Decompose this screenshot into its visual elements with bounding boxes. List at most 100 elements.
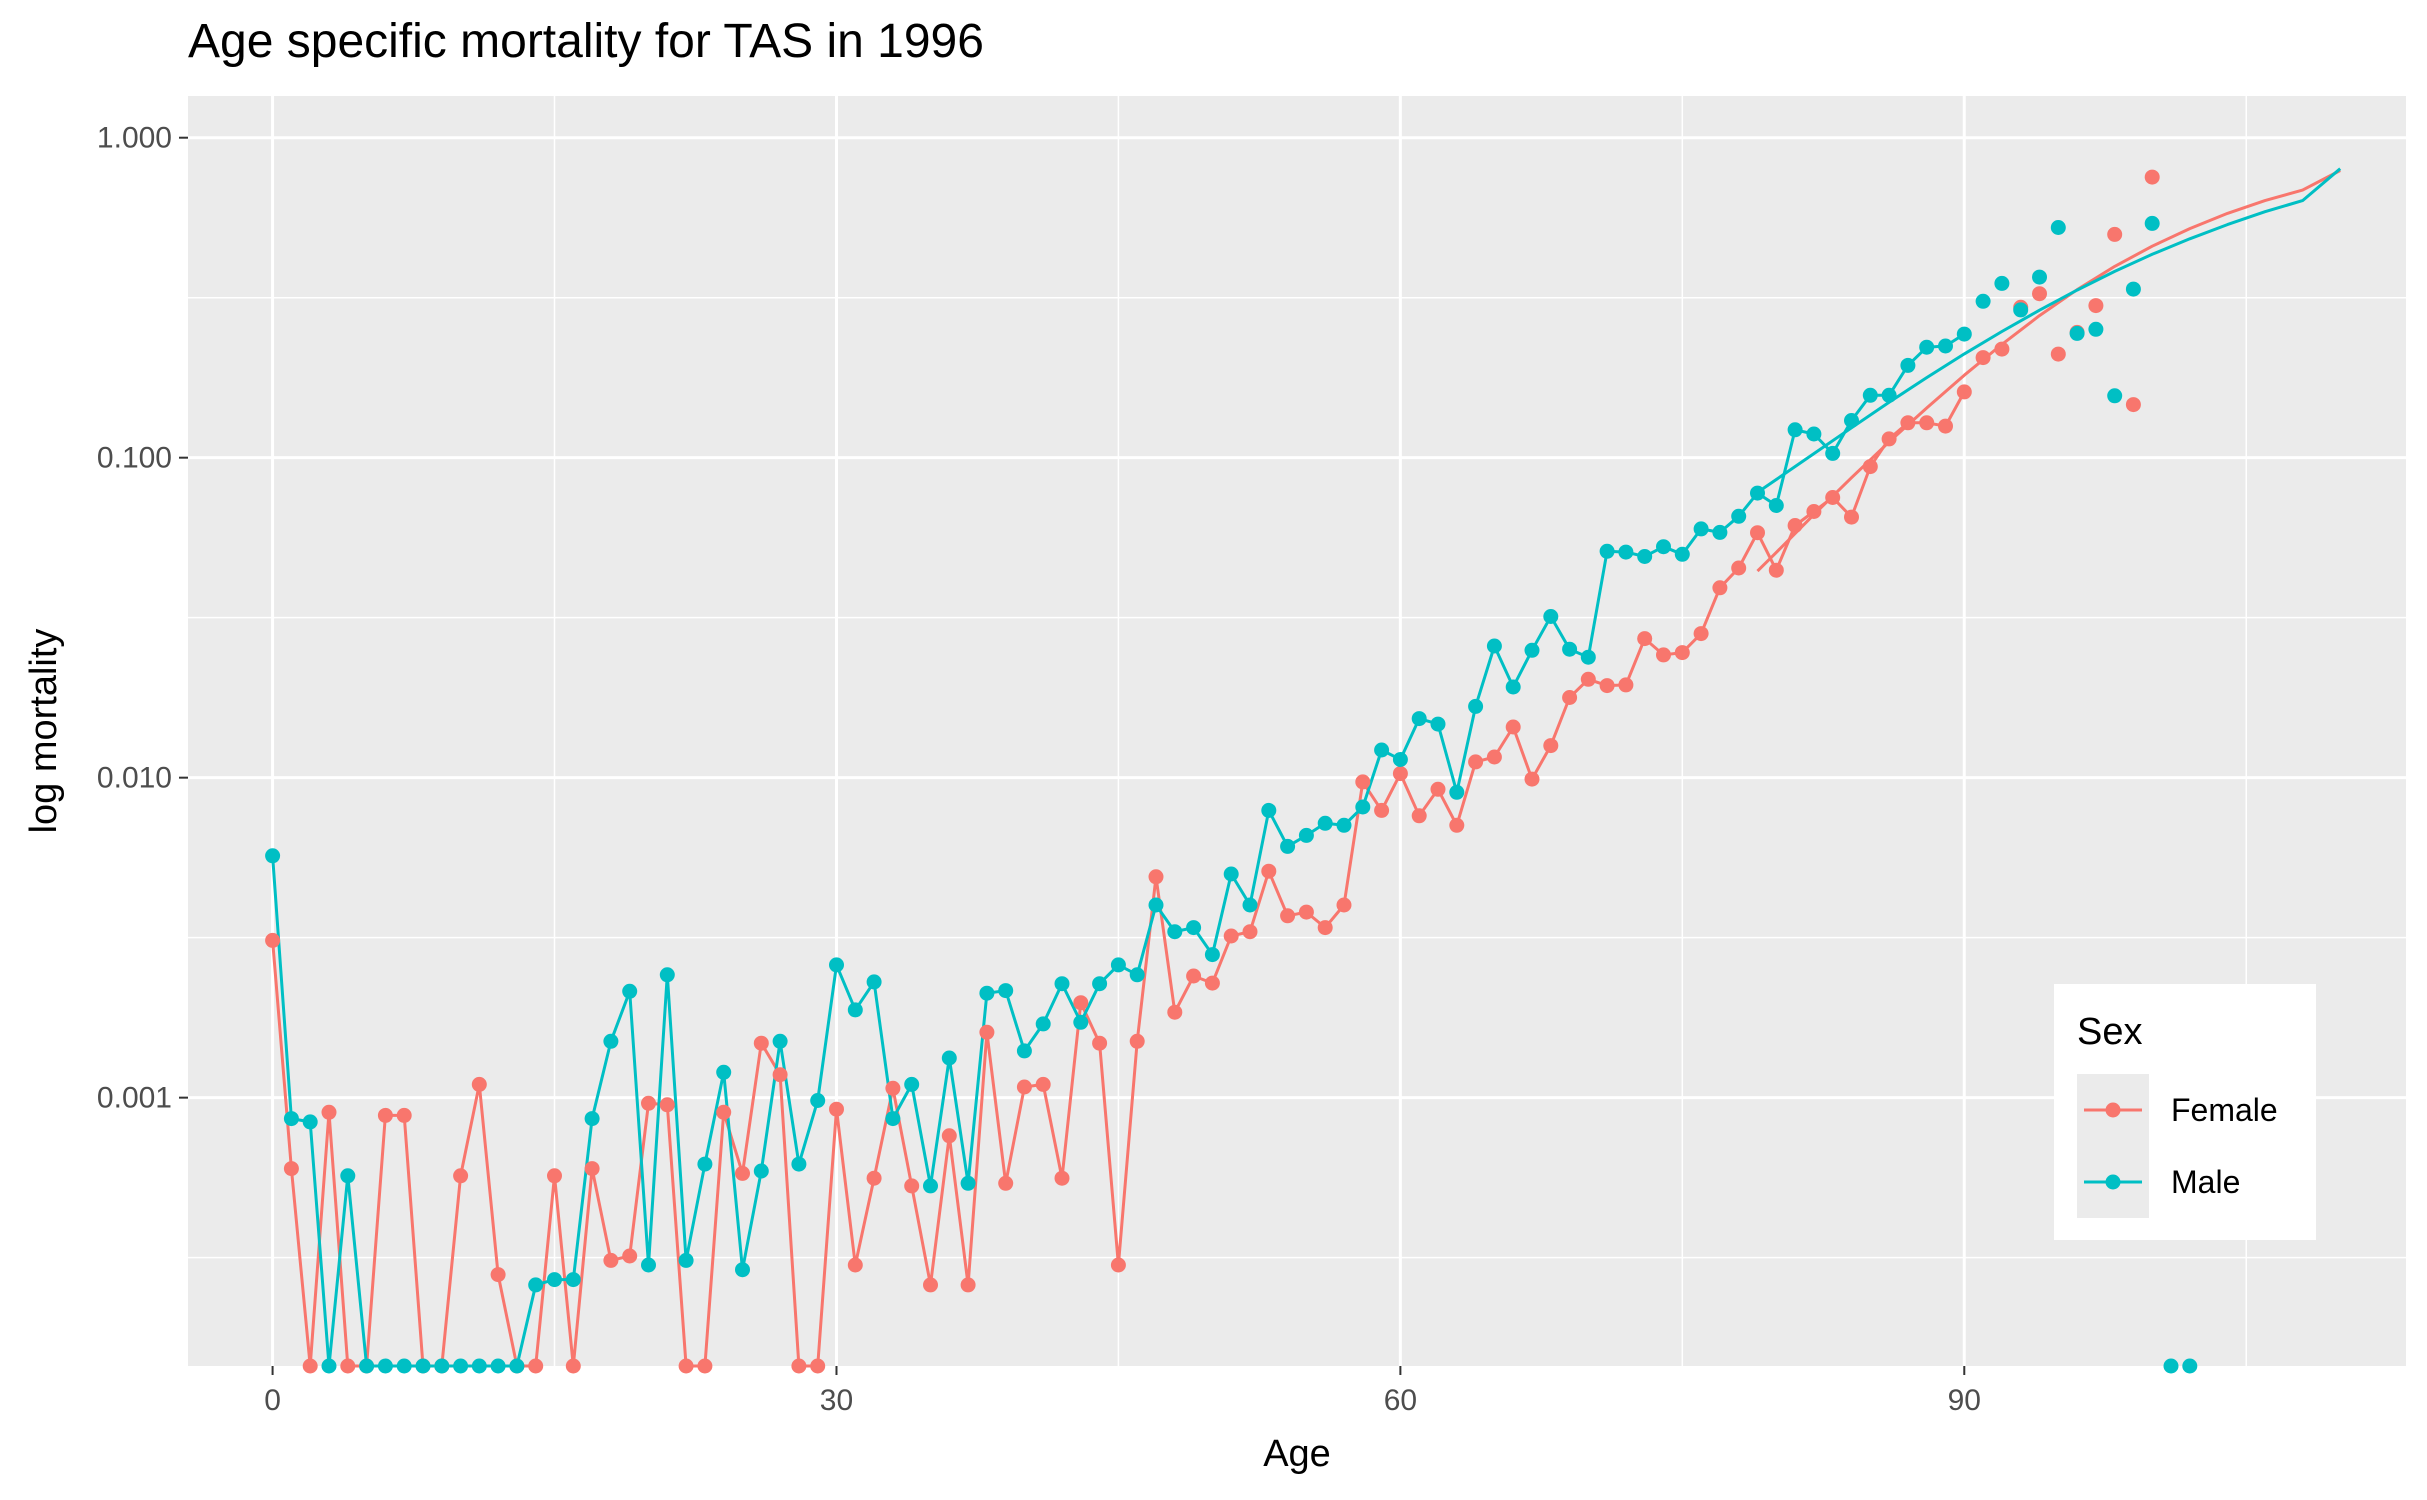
male-data-point bbox=[1637, 549, 1653, 564]
female-data-point bbox=[584, 1161, 600, 1177]
smooth-curves bbox=[1756, 167, 2342, 573]
male-data-point bbox=[923, 1178, 938, 1194]
male-data-point bbox=[1524, 642, 1540, 658]
female-data-point bbox=[1844, 509, 1859, 525]
female-data-point bbox=[2032, 286, 2047, 302]
male-data-point bbox=[1073, 1014, 1089, 1030]
female-data-point bbox=[2107, 226, 2123, 242]
male-data-point bbox=[1825, 445, 1841, 461]
female-data-point bbox=[998, 1175, 1014, 1191]
female-data-point bbox=[471, 1076, 487, 1092]
female-data-point bbox=[453, 1168, 469, 1184]
male-data-point bbox=[1336, 817, 1352, 833]
female-data-point bbox=[1994, 341, 2010, 357]
male-data-point bbox=[509, 1358, 525, 1374]
female-data-point bbox=[1580, 671, 1596, 687]
female-data-point bbox=[1862, 459, 1878, 475]
male-data-point bbox=[1787, 422, 1803, 438]
female-data-point bbox=[1637, 631, 1653, 647]
female-data-point bbox=[2050, 346, 2066, 362]
female-data-point bbox=[1486, 749, 1502, 765]
male-data-point bbox=[302, 1114, 318, 1130]
female-data-point bbox=[1712, 580, 1728, 596]
male-data-point bbox=[1110, 957, 1126, 973]
male-data-point bbox=[1261, 802, 1277, 818]
female-data-point bbox=[377, 1107, 393, 1123]
male-data-point bbox=[471, 1358, 487, 1374]
female-data-point bbox=[1092, 1035, 1108, 1051]
female-data-point bbox=[1468, 754, 1484, 770]
male-data-point bbox=[697, 1156, 713, 1172]
y-tick-label: 0.100 bbox=[97, 442, 172, 475]
male-data-point bbox=[678, 1252, 694, 1268]
male-data-point bbox=[735, 1262, 750, 1278]
male-data-point bbox=[2088, 321, 2104, 337]
male-data-point bbox=[396, 1358, 412, 1374]
male-data-point bbox=[2069, 325, 2085, 341]
female-data-point bbox=[1261, 863, 1277, 879]
male-data-point bbox=[1129, 967, 1145, 983]
y-tick-label: 1.000 bbox=[97, 122, 172, 155]
female-data-point bbox=[1787, 518, 1803, 533]
female-data-point bbox=[1223, 928, 1239, 944]
legend-label-male: Male bbox=[2171, 1164, 2240, 1200]
female-data-point bbox=[716, 1104, 732, 1120]
x-tick-label: 90 bbox=[1948, 1384, 1981, 1417]
female-data-point bbox=[1524, 771, 1540, 787]
male-data-point bbox=[1035, 1016, 1051, 1032]
female-data-point bbox=[641, 1095, 656, 1111]
male-data-point bbox=[1731, 508, 1747, 524]
male-data-point bbox=[2107, 388, 2123, 404]
male-data-point bbox=[1411, 711, 1427, 727]
male-data-point bbox=[941, 1050, 957, 1066]
female-data-point bbox=[2125, 397, 2141, 413]
female-data-point bbox=[941, 1128, 957, 1144]
female-data-point bbox=[659, 1097, 675, 1113]
female-data-point bbox=[1693, 626, 1709, 642]
major-gridlines bbox=[188, 96, 2406, 1366]
male-data-point bbox=[1543, 609, 1559, 624]
female-data-point bbox=[283, 1161, 299, 1177]
y-tick-label: 0.010 bbox=[97, 762, 172, 795]
male-data-point bbox=[1242, 897, 1258, 913]
legend-key-male-point bbox=[2105, 1174, 2121, 1190]
male-data-point bbox=[1204, 947, 1220, 963]
legend: Sex Female Male bbox=[2054, 984, 2316, 1240]
male-data-point bbox=[622, 983, 638, 999]
male-data-point bbox=[1806, 426, 1822, 442]
female-data-point bbox=[979, 1024, 995, 1040]
male-data-point bbox=[1881, 387, 1897, 403]
female-data-point bbox=[791, 1358, 807, 1374]
female-data-point bbox=[1129, 1033, 1145, 1049]
male-data-point bbox=[1618, 544, 1634, 560]
female-data-point bbox=[829, 1101, 844, 1117]
male-data-point bbox=[1599, 543, 1615, 559]
female-data-point bbox=[1054, 1170, 1070, 1186]
male-data-point bbox=[1712, 524, 1728, 540]
male-data-point bbox=[1054, 976, 1070, 992]
female-data-point bbox=[265, 932, 281, 948]
female-data-point bbox=[1374, 802, 1390, 818]
male-data-point bbox=[565, 1272, 581, 1288]
male-data-point bbox=[1994, 275, 2010, 291]
female-smooth-curve bbox=[1756, 169, 2341, 573]
male-data-point bbox=[1900, 357, 1916, 373]
male-data-point bbox=[2050, 220, 2066, 235]
female-data-point bbox=[302, 1358, 318, 1374]
female-data-point bbox=[885, 1080, 901, 1096]
male-data-point bbox=[2013, 302, 2029, 318]
male-data-point bbox=[1223, 866, 1239, 882]
male-data-point bbox=[810, 1093, 826, 1108]
male-data-point bbox=[1374, 742, 1390, 758]
female-data-point bbox=[904, 1178, 920, 1194]
male-data-point bbox=[1656, 539, 1671, 555]
male-data-point bbox=[753, 1163, 769, 1179]
female-data-point bbox=[697, 1358, 713, 1374]
male-data-point bbox=[1167, 924, 1183, 940]
female-data-point bbox=[1731, 560, 1747, 576]
male-data-point bbox=[641, 1257, 656, 1273]
male-data-point bbox=[1956, 326, 1972, 342]
male-data-point bbox=[1186, 920, 1202, 936]
legend-key-female-point bbox=[2105, 1102, 2121, 1118]
